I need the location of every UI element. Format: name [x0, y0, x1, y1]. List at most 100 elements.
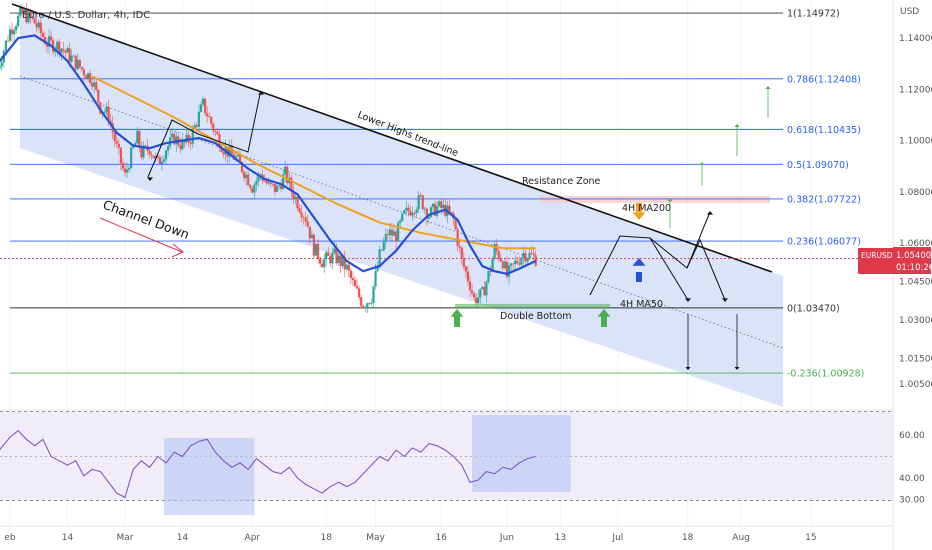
projection-c [686, 238, 726, 301]
fib-label-4: 0.382(1.07722) [787, 194, 861, 205]
candle-body-74 [148, 150, 151, 155]
candle-body-225 [458, 246, 461, 248]
candle-body-34 [66, 48, 69, 53]
candle-body-134 [271, 183, 274, 185]
candle-body-258 [526, 258, 529, 262]
candle-body-220 [448, 205, 451, 213]
candle-body-253 [516, 260, 519, 264]
candle-body-58 [115, 141, 118, 144]
candle-body-187 [380, 249, 383, 251]
candle-body-227 [462, 258, 465, 267]
candle-body-138 [279, 185, 283, 189]
candle-body-43 [84, 75, 88, 79]
candle-body-59 [117, 143, 120, 148]
candle-body-25 [47, 36, 51, 47]
symbol-title: Euro / U.S. Dollar, 4h, IDC [22, 10, 150, 21]
candle-body-141 [286, 166, 289, 184]
candle-body-132 [267, 182, 270, 184]
price-badge-bg [858, 248, 894, 274]
candle-body-65 [130, 147, 133, 168]
candle-body-178 [362, 306, 365, 309]
candle-body-104 [210, 116, 213, 125]
candle-body-168 [341, 257, 344, 267]
candle-body-27 [52, 40, 55, 52]
ma50-arrow-head [632, 258, 646, 266]
candle-body-262 [534, 255, 537, 266]
price-tick-7: 1.01500 [899, 354, 932, 364]
candle-body-131 [265, 180, 268, 184]
candle-body-151 [306, 221, 309, 227]
candle-body-38 [74, 55, 77, 70]
candle-body-122 [247, 174, 250, 186]
candle-body-18 [33, 18, 36, 24]
price-axis-ticks[interactable]: 1.14000 1.12000 1.10000 1.08000 1.06000 1.045… [899, 34, 932, 390]
candle-body-45 [88, 73, 92, 84]
candle-body-83 [167, 145, 170, 151]
candle-body-33 [64, 50, 67, 53]
candle-body-162 [329, 255, 332, 264]
projection-arrowhead-1 [707, 211, 713, 215]
time-tick-13: 15 [805, 533, 816, 543]
candle-body-261 [532, 253, 535, 256]
candle-body-63 [125, 169, 129, 173]
candle-body-62 [123, 168, 127, 173]
candle-body-191 [388, 229, 392, 236]
candle-body-68 [136, 130, 139, 144]
candle-body-204 [415, 209, 418, 213]
candle-body-70 [140, 147, 143, 158]
price-tick-6: 1.03000 [899, 316, 932, 326]
fib-label-7: -0.236(1.00928) [787, 369, 864, 380]
candle-body-150 [304, 217, 307, 222]
candle-body-184 [374, 271, 377, 287]
candle-body-230 [468, 281, 472, 291]
candle-body-155 [314, 243, 318, 256]
time-tick-11: 18 [682, 533, 694, 543]
candle-body-251 [512, 263, 515, 265]
time-tick-1: 14 [62, 533, 74, 543]
price-tick-1: 1.12000 [899, 85, 932, 95]
candle-body-217 [442, 205, 445, 209]
candle-body-10 [17, 15, 20, 27]
candle-body-92 [185, 134, 188, 143]
fib-label-2: 0.618(1.10435) [787, 125, 861, 136]
candle-body-182 [370, 303, 373, 304]
rsi-tick-2: 30.00 [899, 496, 925, 506]
channel-arrow-head [171, 243, 184, 258]
candle-body-241 [491, 258, 494, 272]
time-tick-7: 16 [436, 533, 448, 543]
candle-body-237 [483, 286, 486, 296]
candle-body-128 [259, 174, 262, 176]
candle-body-23 [43, 37, 47, 44]
candle-body-173 [351, 277, 355, 281]
time-tick-5: 18 [321, 533, 333, 543]
candle-body-216 [440, 201, 443, 209]
candle-body-48 [95, 82, 98, 90]
candle-body-53 [105, 106, 108, 112]
candle-body-95 [191, 128, 194, 144]
candle-body-64 [128, 167, 131, 170]
resistance-zone-label: Resistance Zone [522, 176, 601, 187]
candle-body-193 [392, 231, 396, 236]
candle-body-245 [499, 258, 502, 262]
price-badge-value-bg [893, 247, 931, 274]
rsi-axis-ticks: 60.00 40.00 30.00 [899, 431, 925, 506]
candle-body-136 [275, 185, 279, 192]
candle-body-149 [302, 217, 305, 219]
double-bottom-arrow-shaft-1 [601, 315, 607, 327]
candle-body-98 [197, 111, 201, 127]
target-up-head-2 [734, 124, 740, 127]
candle-body-6 [8, 29, 12, 41]
candle-body-41 [80, 67, 83, 70]
candle-body-22 [41, 32, 44, 38]
candle-body-60 [119, 147, 122, 164]
candle-body-126 [255, 180, 258, 185]
candle-body-179 [364, 307, 367, 309]
candle-body-158 [321, 263, 324, 268]
time-axis-ticks[interactable]: eb 14 Mar 14 Apr 18 May 16 Jun 13 Jul 18 Aug 15 [4, 533, 816, 543]
price-badge: EURUSD 1.05400 01:10:26 [858, 247, 932, 274]
candle-body-125 [253, 184, 256, 193]
candle-body-29 [56, 41, 59, 50]
candle-body-57 [113, 132, 116, 142]
target-up-head-1 [699, 162, 705, 165]
price-tick-4: 1.06000 [899, 239, 932, 249]
